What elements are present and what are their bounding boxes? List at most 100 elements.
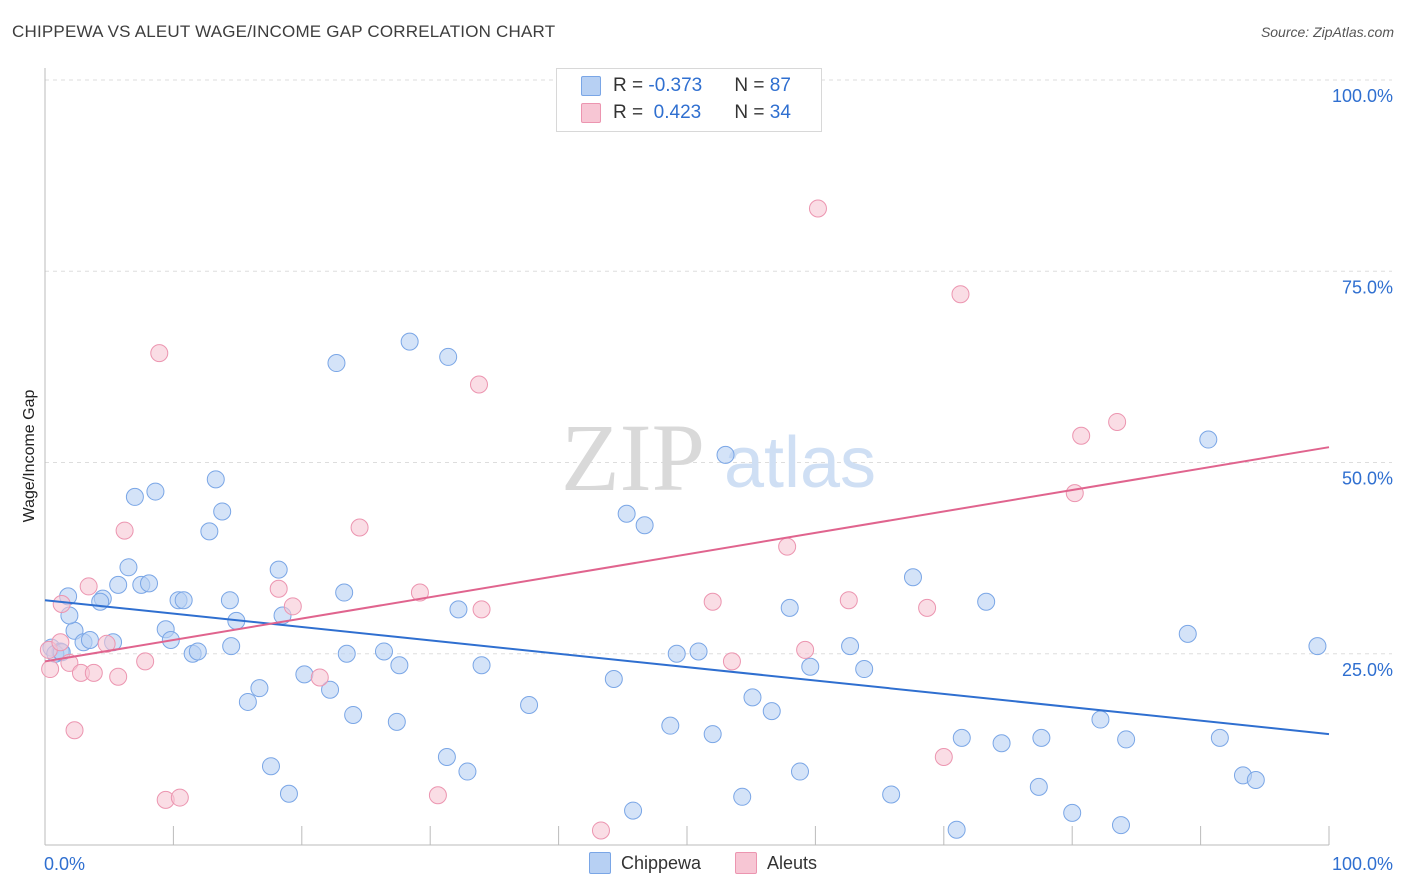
chippewa-point xyxy=(743,688,762,707)
chippewa-point xyxy=(1178,624,1197,643)
chippewa-point xyxy=(1246,770,1265,789)
chippewa-point xyxy=(220,591,239,610)
chippewa-point xyxy=(437,748,456,767)
legend-row-chippewa: R = -0.373 N = 87 xyxy=(581,74,791,98)
chippewa-point xyxy=(1308,637,1327,656)
chippewa-point xyxy=(762,702,781,721)
chippewa-point xyxy=(882,785,901,804)
aleuts-point xyxy=(79,577,98,596)
legend-item-chippewa: Chippewa xyxy=(588,852,702,874)
legend-n-label: N = xyxy=(734,75,770,96)
legend-r-label: R = xyxy=(613,75,649,96)
aleuts-point xyxy=(310,668,329,687)
chippewa-point xyxy=(1091,710,1110,729)
chippewa-point xyxy=(335,583,354,602)
aleuts-point xyxy=(472,600,491,619)
chippewa-point xyxy=(109,575,128,594)
aleuts-point xyxy=(97,634,116,653)
aleuts-point xyxy=(591,821,610,840)
chippewa-point xyxy=(250,679,269,698)
chippewa-point xyxy=(733,787,752,806)
aleuts-point xyxy=(115,521,134,540)
aleuts-point xyxy=(84,663,103,682)
aleuts-point xyxy=(1108,412,1127,431)
chippewa-point xyxy=(390,656,409,675)
legend-n-value: 34 xyxy=(769,102,791,123)
aleuts-point xyxy=(703,592,722,611)
chippewa-point xyxy=(295,665,314,684)
trend-lines xyxy=(44,446,1330,736)
chippewa-point xyxy=(200,522,219,541)
y-tick-label: 25.0% xyxy=(1342,660,1393,680)
chippewa-legend-label: Chippewa xyxy=(620,852,702,873)
x-tick-label-right: 100.0% xyxy=(1332,854,1393,874)
legend-r-value: 0.423 xyxy=(648,102,702,123)
aleuts-point xyxy=(839,591,858,610)
chippewa-point xyxy=(174,591,193,610)
aleuts-point xyxy=(469,375,488,394)
chippewa-point xyxy=(977,592,996,611)
aleuts-point xyxy=(1072,426,1091,445)
chippewa-point xyxy=(1199,430,1218,449)
chippewa-point xyxy=(1111,816,1130,835)
chippewa-point xyxy=(790,762,809,781)
legend-r-label: R = xyxy=(613,102,649,123)
chippewa-point xyxy=(344,705,363,724)
watermark-zip: ZIP xyxy=(561,404,705,511)
aleuts-point xyxy=(778,537,797,556)
chippewa-point xyxy=(947,820,966,839)
chippewa-point xyxy=(337,644,356,663)
chippewa-point xyxy=(992,734,1011,753)
chippewa-point xyxy=(472,656,491,675)
aleuts-point xyxy=(722,652,741,671)
watermark: ZIP atlas xyxy=(561,404,876,511)
chippewa-point xyxy=(801,657,820,676)
aleuts-point xyxy=(428,786,447,805)
chippewa-point xyxy=(661,716,680,735)
chippewa-point xyxy=(458,762,477,781)
watermark-atlas: atlas xyxy=(724,423,876,503)
y-tick-label: 50.0% xyxy=(1342,469,1393,489)
legend-n-value: 87 xyxy=(769,75,791,96)
chippewa-point xyxy=(604,669,623,688)
chart-title: CHIPPEWA VS ALEUT WAGE/INCOME GAP CORREL… xyxy=(12,22,556,41)
aleuts-point xyxy=(918,598,937,617)
chippewa-point xyxy=(238,692,257,711)
chippewa-point xyxy=(689,642,708,661)
chippewa-trend-line xyxy=(44,599,1330,736)
aleuts-point xyxy=(269,579,288,598)
legend-r-value: -0.373 xyxy=(648,75,703,96)
aleuts-point xyxy=(283,597,302,616)
aleuts-point xyxy=(808,199,827,218)
chippewa-point xyxy=(80,630,99,649)
chippewa-point xyxy=(321,680,340,699)
chippewa-point xyxy=(261,757,280,776)
chippewa-point xyxy=(624,801,643,820)
aleuts-point xyxy=(170,788,189,807)
legend-n-label: N = xyxy=(734,102,770,123)
chippewa-point xyxy=(146,482,165,501)
chippewa-point xyxy=(1032,728,1051,747)
chippewa-point xyxy=(279,784,298,803)
chippewa-point xyxy=(1063,803,1082,822)
chippewa-point xyxy=(119,558,138,577)
aleuts-point xyxy=(1065,484,1084,503)
chippewa-point xyxy=(269,560,288,579)
series-aleuts xyxy=(39,199,1127,840)
chippewa-point xyxy=(855,660,874,679)
chippewa-point xyxy=(716,445,735,464)
chippewa-point xyxy=(1117,730,1136,749)
chippewa-point xyxy=(841,637,860,656)
chippewa-point xyxy=(213,502,232,521)
correlation-legend: R = -0.373 N = 87 R = 0.423 N = 34 xyxy=(556,68,822,132)
chippewa-point xyxy=(188,642,207,661)
chippewa-point xyxy=(780,598,799,617)
chippewa-legend-swatch xyxy=(588,852,611,874)
aleuts-point xyxy=(410,583,429,602)
chippewa-point xyxy=(449,600,468,619)
chippewa-point xyxy=(1029,777,1048,796)
y-tick-label: 75.0% xyxy=(1342,277,1393,297)
aleuts-point xyxy=(951,285,970,304)
chippewa-point xyxy=(400,332,419,351)
